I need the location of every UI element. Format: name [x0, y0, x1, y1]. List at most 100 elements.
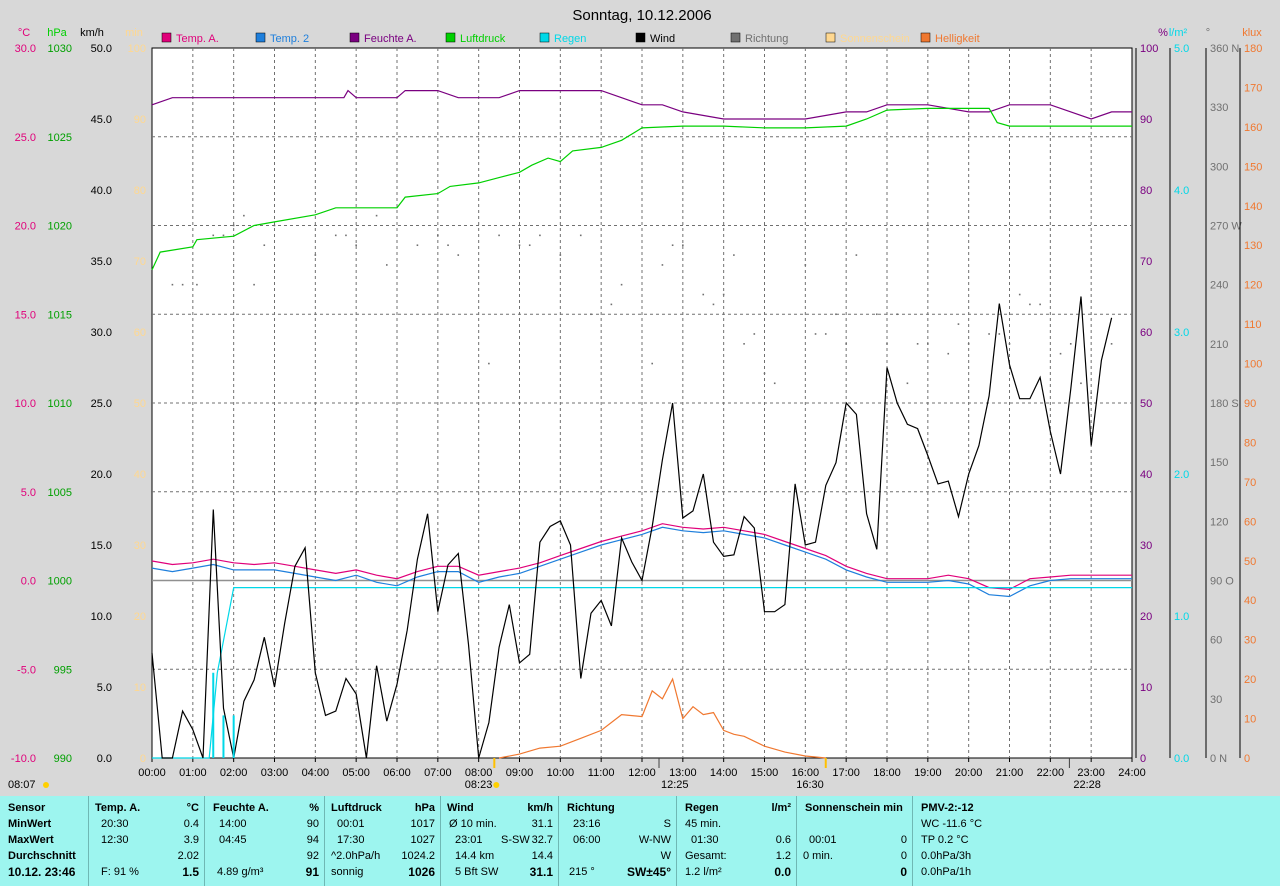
lux-tick-12: 60	[1244, 516, 1256, 528]
wind-avg10-value: 31.1	[531, 818, 553, 830]
luftdruck-min-value: 1017	[410, 818, 435, 830]
sunrise-label: 08:23	[465, 779, 493, 791]
time-tick-3: 03:00	[261, 767, 289, 779]
temp-tick-8: -10.0	[11, 753, 36, 765]
sun-tick-8: 20	[134, 611, 146, 623]
richtung-avg-value: W	[660, 850, 671, 862]
richtung-header: Richtung	[567, 802, 615, 814]
wind-tick-2: 40.0	[91, 185, 112, 197]
richtung-dot-2	[196, 283, 198, 286]
lux-tick-17: 10	[1244, 714, 1256, 726]
direction-tick-8: 120	[1210, 516, 1228, 528]
direction-tick-12: 0 N	[1210, 753, 1227, 765]
richtung-dot-58	[998, 333, 1001, 335]
sunset-label: 16:30	[796, 779, 824, 791]
richtung-dot-30	[651, 362, 654, 365]
row-label-max: MaxWert	[8, 834, 54, 846]
luftdruck-current: 1026	[408, 865, 435, 879]
richtung-dot-12	[345, 234, 347, 237]
luftdruck-unit: hPa	[414, 802, 435, 814]
chart-title: Sonntag, 10.12.2006	[572, 7, 711, 24]
feuchte-unit: %	[309, 802, 319, 814]
direction-tick-5: 210	[1210, 339, 1228, 351]
legend-swatch-8	[920, 32, 931, 43]
time-tick-20: 20:00	[955, 767, 983, 779]
feuchte-header: Feuchte A.	[213, 802, 269, 814]
series-line-feuchte-a-	[151, 89, 1132, 120]
pressure-tick-1: 1025	[48, 132, 72, 144]
series-line-temp-a-	[151, 523, 1132, 591]
direction-tick-11: 30	[1210, 694, 1222, 706]
wind-tick-0: 50.0	[91, 43, 112, 55]
feuchte-max-value: 94	[306, 834, 319, 846]
sonne-header: Sonnenschein min	[805, 802, 903, 814]
lux-tick-6: 120	[1244, 280, 1262, 292]
richtung-dot-53	[927, 343, 929, 345]
richtung-dot-43	[814, 333, 817, 335]
sun-icon	[493, 782, 500, 788]
summary-luftdruck: Luftdruck hPa 00:01 1017 17:30 1027 ^2.0hPa…	[324, 796, 441, 886]
richtung-dot-46	[845, 343, 847, 345]
richtung-dot-38	[743, 343, 745, 345]
moonrise-label: 08:07	[8, 779, 36, 791]
legend-label-4: Regen	[554, 33, 586, 45]
summary-regen: Regen l/m² 45 min. 01:30 0.6 Gesamt: 1.2 1.…	[676, 796, 797, 886]
legend-label-3: Luftdruck	[460, 33, 506, 45]
time-tick-11: 11:00	[588, 767, 615, 779]
richtung-dot-63	[1059, 352, 1062, 355]
sun-tick-10: 0	[140, 753, 146, 765]
series	[151, 89, 1132, 759]
richtung-dot-33	[682, 244, 684, 247]
richtung-dot-10	[314, 254, 317, 256]
summary-richtung: Richtung 23:16 S 06:00 W-NW W 215 ° SW±45°	[558, 796, 677, 886]
legend: Temp. A. Temp. 2 Feuchte A. Luftdruck Regen W…	[161, 32, 980, 45]
richtung-dot-55	[957, 323, 960, 325]
time-tick-18: 18:00	[873, 767, 901, 779]
richtung-max-time: 06:00	[573, 834, 601, 846]
wind-tick-4: 30.0	[91, 327, 112, 339]
time-tick-15: 15:00	[751, 767, 779, 779]
moon-icon	[43, 782, 49, 788]
axes: °C 30.0 25.0 20.0 15.0 10.0 5.0 0.0 -5.0 -10.0 hPa…	[11, 27, 1262, 779]
time-tick-8: 08:00	[465, 767, 493, 779]
humidity-tick-2: 80	[1140, 185, 1152, 197]
sun-tick-3: 70	[134, 256, 146, 268]
weather-chart: Sonntag, 10.12.2006 Temp. A. Temp. 2 Feuch…	[8, 7, 1263, 791]
rain-tick-1: 4.0	[1174, 185, 1189, 197]
regen-current: 0.0	[774, 865, 791, 879]
feuchte-avg-value: 92	[306, 850, 319, 862]
sonne-total-value: 0	[900, 850, 907, 862]
richtung-dot-60	[1018, 293, 1021, 296]
richtung-dot-15	[385, 264, 388, 266]
row-label-avg: Durchschnitt	[8, 850, 76, 862]
direction-tick-2: 300	[1210, 161, 1228, 173]
wind-tick-3: 35.0	[91, 256, 112, 268]
moonset-label: 22:28	[1073, 779, 1101, 791]
lux-tick-1: 170	[1244, 82, 1262, 94]
rain-tick-2: 3.0	[1174, 327, 1189, 339]
legend-label-6: Richtung	[745, 33, 788, 45]
legend-swatch-4	[539, 32, 550, 43]
pmv-windchill: WC -11.6 °C	[921, 818, 983, 830]
richtung-dot-3	[212, 234, 215, 237]
richtung-dot-8	[263, 244, 266, 247]
richtung-dot-51	[906, 382, 909, 385]
wind-tick-6: 20.0	[91, 469, 112, 481]
temp-max-value: 3.9	[183, 834, 199, 846]
wind-unit: km/h	[527, 802, 553, 814]
direction-tick-4: 240	[1210, 280, 1228, 292]
sonne-total-label: 0 min.	[803, 850, 833, 862]
richtung-dot-13	[355, 244, 357, 247]
legend-swatch-7	[825, 32, 836, 43]
sun-tick-1: 90	[134, 114, 146, 126]
wind-current: 31.1	[529, 865, 553, 879]
lux-tick-3: 150	[1244, 161, 1262, 173]
pressure-axis-unit: hPa	[47, 27, 67, 39]
luftdruck-min-time: 00:01	[337, 818, 365, 830]
richtung-dot-27	[590, 313, 592, 316]
lux-tick-4: 140	[1244, 201, 1262, 213]
regen-duration: 45 min.	[685, 818, 722, 830]
summary-feuchte: Feuchte A.% 14:00 90 04:45 94 92 4.89 g/m³…	[204, 796, 325, 886]
rain-tick-5: 0.0	[1174, 753, 1189, 765]
temp-tick-3: 15.0	[15, 309, 36, 321]
